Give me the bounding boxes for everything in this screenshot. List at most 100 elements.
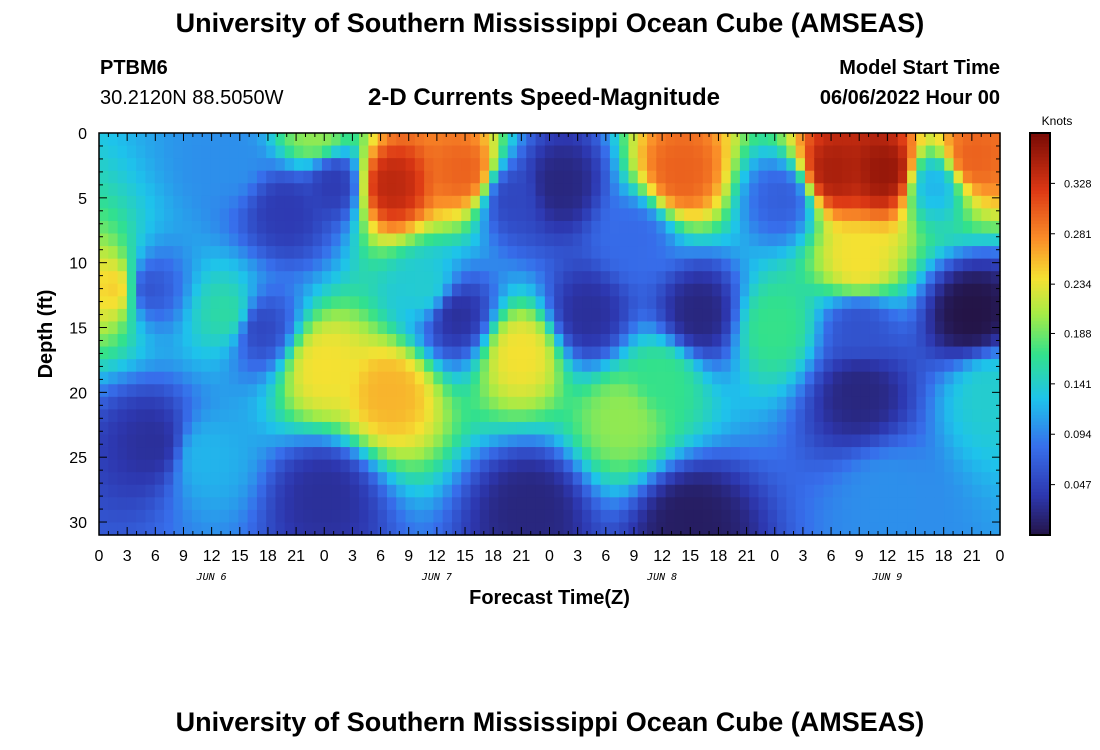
- heatmap-cell: [173, 183, 184, 197]
- colorbar-segment: [1030, 387, 1050, 392]
- heatmap-cell: [108, 421, 119, 436]
- heatmap-cell: [637, 246, 648, 260]
- heatmap-cell: [535, 359, 546, 373]
- heatmap-cell: [851, 208, 862, 222]
- heatmap-cell: [284, 183, 295, 197]
- heatmap-cell: [544, 170, 555, 184]
- heatmap-cell: [777, 459, 787, 473]
- heatmap-cell: [563, 396, 574, 410]
- heatmap-cell: [637, 321, 648, 335]
- heatmap-cell: [897, 484, 908, 498]
- heatmap-cell: [126, 308, 137, 323]
- heatmap-cell: [145, 359, 156, 373]
- heatmap-cell: [925, 421, 936, 436]
- heatmap-cell: [386, 396, 397, 410]
- heatmap-cell: [619, 434, 630, 448]
- heatmap-cell: [275, 346, 286, 360]
- heatmap-cell: [851, 233, 862, 247]
- heatmap-cell: [349, 447, 360, 461]
- heatmap-cell: [516, 258, 527, 272]
- heatmap-cell: [656, 321, 667, 335]
- heatmap-cell: [563, 308, 574, 323]
- heatmap-cell: [860, 509, 871, 524]
- heatmap-cell: [526, 283, 537, 297]
- heatmap-cell: [702, 497, 713, 511]
- heatmap-cell: [804, 409, 815, 423]
- heatmap-cell: [990, 359, 1001, 373]
- heatmap-cell: [377, 447, 388, 461]
- heatmap-cell: [832, 509, 843, 524]
- heatmap-cell: [832, 133, 843, 147]
- heatmap-cell: [934, 484, 945, 498]
- heatmap-cell: [656, 220, 667, 235]
- heatmap-cell: [451, 409, 462, 423]
- heatmap-cell: [191, 409, 202, 423]
- heatmap-cell: [572, 384, 583, 398]
- heatmap-cell: [377, 359, 388, 373]
- heatmap-cell: [990, 183, 1001, 197]
- heatmap-cell: [814, 484, 825, 498]
- heatmap-cell: [990, 497, 1001, 511]
- heatmap-cell: [804, 208, 815, 222]
- heatmap-cell: [535, 421, 546, 436]
- heatmap-cell: [145, 497, 156, 511]
- heatmap-cell: [210, 195, 221, 209]
- heatmap-cell: [349, 258, 360, 272]
- heatmap-cell: [712, 158, 722, 172]
- heatmap-cell: [145, 346, 156, 360]
- heatmap-cell: [767, 170, 778, 184]
- heatmap-cell: [164, 346, 174, 360]
- heatmap-cell: [897, 170, 908, 184]
- heatmap-cell: [981, 484, 992, 498]
- heatmap-cell: [479, 522, 490, 536]
- heatmap-cell: [749, 158, 760, 172]
- heatmap-cell: [526, 208, 537, 222]
- heatmap-cell: [823, 145, 834, 159]
- heatmap-cell: [173, 371, 184, 385]
- heatmap-cell: [451, 208, 462, 222]
- heatmap-cell: [284, 233, 295, 247]
- heatmap-cell: [238, 522, 249, 536]
- heatmap-cell: [990, 158, 1001, 172]
- heatmap-cell: [842, 434, 852, 448]
- heatmap-cell: [256, 195, 267, 209]
- heatmap-cell: [424, 170, 434, 184]
- heatmap-cell: [164, 371, 174, 385]
- heatmap-cell: [247, 409, 258, 423]
- heatmap-cell: [777, 133, 787, 147]
- colorbar-segment: [1030, 390, 1050, 395]
- heatmap-cell: [981, 283, 992, 297]
- colorbar-tick-label: 0.047: [1064, 480, 1092, 492]
- heatmap-cell: [777, 183, 787, 197]
- heatmap-cell: [136, 509, 147, 524]
- heatmap-cell: [414, 283, 425, 297]
- colorbar-tick-label: 0.094: [1064, 429, 1092, 441]
- heatmap-cell: [804, 296, 815, 310]
- heatmap-cell: [396, 233, 407, 247]
- heatmap-cell: [266, 170, 277, 184]
- heatmap-cell: [925, 296, 936, 310]
- heatmap-cell: [340, 170, 351, 184]
- heatmap-cell: [619, 145, 630, 159]
- heatmap-cell: [377, 271, 388, 285]
- heatmap-cell: [563, 409, 574, 423]
- heatmap-cell: [526, 522, 537, 536]
- heatmap-cell: [795, 233, 806, 247]
- heatmap-cell: [164, 434, 174, 448]
- heatmap-cell: [526, 359, 537, 373]
- heatmap-cell: [907, 421, 917, 436]
- heatmap-cell: [349, 409, 360, 423]
- heatmap-cell: [414, 246, 425, 260]
- heatmap-cell: [136, 497, 147, 511]
- heatmap-cell: [368, 195, 379, 209]
- heatmap-cell: [535, 271, 546, 285]
- heatmap-cell: [516, 233, 527, 247]
- heatmap-cell: [396, 447, 407, 461]
- heatmap-cell: [284, 133, 295, 147]
- heatmap-cell: [414, 346, 425, 360]
- heatmap-cell: [424, 459, 434, 473]
- heatmap-cell: [145, 283, 156, 297]
- heatmap-cell: [684, 447, 695, 461]
- heatmap-cell: [730, 321, 741, 335]
- heatmap-cell: [953, 220, 964, 235]
